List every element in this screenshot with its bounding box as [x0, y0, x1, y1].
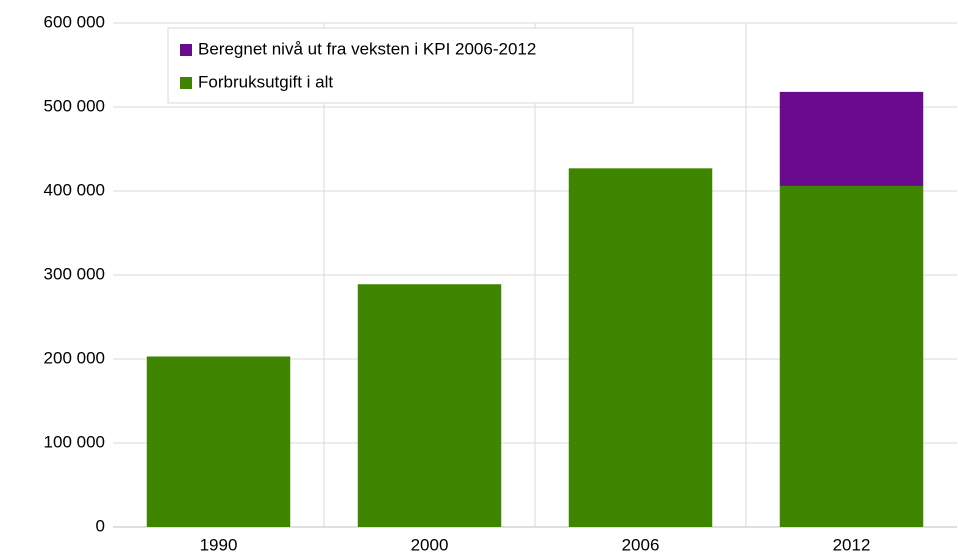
legend-swatch: [180, 77, 192, 89]
bar: [568, 168, 713, 527]
x-tick-label: 2006: [622, 535, 660, 553]
y-tick-label: 0: [96, 516, 105, 535]
legend-swatch: [180, 44, 192, 56]
bar: [779, 91, 924, 186]
bar: [779, 185, 924, 527]
bar: [357, 284, 502, 527]
y-tick-label: 400 000: [44, 180, 105, 199]
legend-box: [167, 27, 634, 104]
bar: [146, 356, 291, 527]
y-tick-label: 300 000: [44, 264, 105, 283]
legend-label: Forbruksutgift i alt: [198, 72, 333, 91]
legend-label: Beregnet nivå ut fra veksten i KPI 2006-…: [198, 39, 536, 58]
y-tick-label: 600 000: [44, 12, 105, 31]
y-tick-label: 500 000: [44, 96, 105, 115]
x-tick-label: 2000: [411, 535, 449, 553]
x-tick-label: 1990: [200, 535, 238, 553]
x-tick-label: 2012: [833, 535, 871, 553]
y-tick-label: 200 000: [44, 348, 105, 367]
y-tick-label: 100 000: [44, 432, 105, 451]
